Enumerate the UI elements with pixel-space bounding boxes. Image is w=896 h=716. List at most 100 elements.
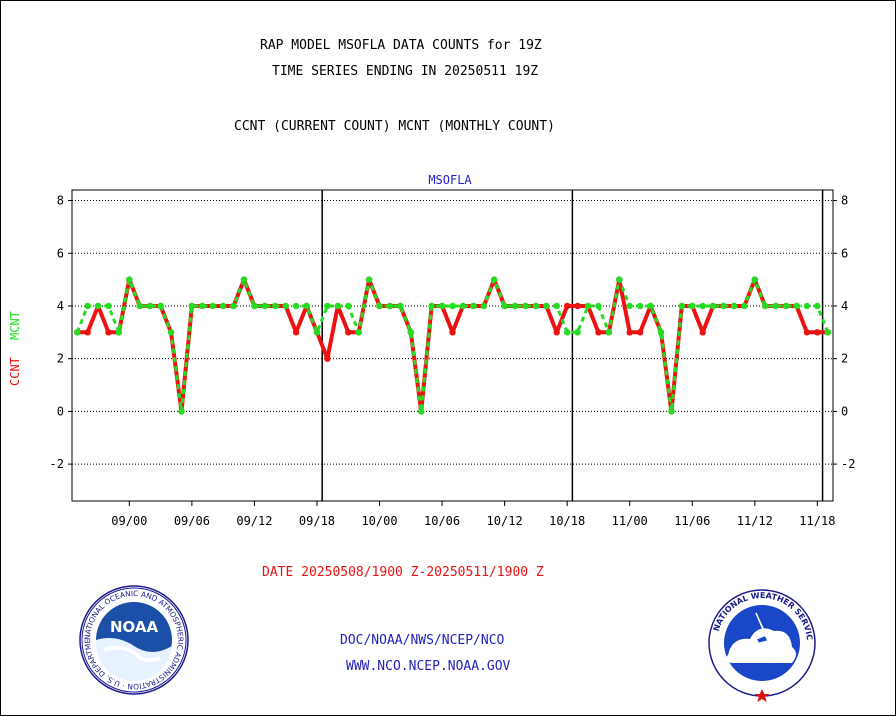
data-point-ccnt — [814, 329, 821, 336]
data-point-mcnt — [814, 302, 821, 310]
y-tick-label: 4 — [57, 299, 64, 313]
data-point-mcnt — [709, 302, 717, 310]
data-point-mcnt — [532, 302, 540, 310]
footer-org-line2: WWW.NCO.NCEP.NOAA.GOV — [346, 659, 511, 674]
y-tick-label: 4 — [841, 299, 848, 313]
x-axis: 09/00 09/06 09/12 09/18 10/00 10/06 10/12 10/18… — [111, 501, 835, 528]
data-point-mcnt — [376, 302, 383, 310]
data-point-mcnt — [209, 302, 216, 310]
data-point-mcnt — [772, 302, 779, 310]
data-point-ccnt — [626, 329, 633, 336]
data-point-mcnt — [397, 302, 404, 310]
y-label-mcnt: MCNT — [8, 311, 22, 340]
x-tick-label: 09/12 — [236, 514, 272, 528]
data-point-ccnt — [699, 329, 706, 336]
data-point-ccnt — [449, 329, 456, 336]
data-point-mcnt — [188, 302, 196, 310]
data-point-ccnt — [105, 329, 112, 336]
data-point-mcnt — [105, 302, 112, 310]
day-boundaries — [321, 190, 824, 501]
data-point-mcnt — [157, 302, 164, 310]
nws-star-icon — [754, 689, 770, 702]
data-point-mcnt — [219, 302, 227, 310]
data-point-mcnt — [657, 329, 665, 336]
y-tick-label: 8 — [841, 194, 848, 208]
nws-logo: NATIONAL WEATHER SERVICE — [708, 589, 816, 702]
chart-subtitle: CCNT (CURRENT COUNT) MCNT (MONTHLY COUNT… — [234, 119, 555, 134]
data-point-ccnt — [292, 329, 300, 336]
data-point-mcnt — [449, 302, 456, 310]
data-point-mcnt — [689, 302, 696, 310]
data-point-mcnt — [490, 276, 498, 283]
data-point-mcnt — [762, 302, 769, 310]
data-point-mcnt — [136, 302, 143, 310]
data-point-mcnt — [261, 302, 269, 310]
x-tick-label: 11/00 — [612, 514, 648, 528]
data-point-mcnt — [501, 302, 508, 310]
data-point-mcnt — [730, 302, 738, 310]
data-point-mcnt — [303, 302, 310, 310]
data-point-mcnt — [386, 302, 394, 310]
data-point-mcnt — [480, 302, 487, 310]
data-point-mcnt — [720, 302, 727, 310]
data-point-ccnt — [574, 302, 581, 310]
x-tick-label: 11/12 — [737, 514, 773, 528]
data-point-mcnt — [428, 302, 435, 310]
data-point-mcnt — [199, 302, 206, 310]
data-point-mcnt — [84, 302, 91, 310]
data-point-mcnt — [126, 276, 133, 283]
data-point-mcnt — [678, 302, 686, 310]
y-tick-label: -2 — [841, 457, 855, 471]
data-point-mcnt — [178, 408, 185, 415]
x-tick-label: 11/06 — [674, 514, 710, 528]
data-point-mcnt — [292, 302, 300, 310]
data-point-mcnt — [94, 302, 102, 310]
footer-date-range: DATE 20250508/1900 Z-20250511/1900 Z — [262, 565, 544, 580]
data-point-ccnt — [324, 355, 331, 362]
x-tick-label: 10/06 — [424, 514, 460, 528]
data-point-mcnt — [647, 302, 654, 310]
data-point-mcnt — [616, 276, 623, 283]
data-point-mcnt — [584, 302, 592, 310]
data-point-mcnt — [563, 329, 571, 336]
data-point-mcnt — [115, 329, 123, 336]
data-point-ccnt — [345, 329, 352, 336]
data-point-mcnt — [230, 302, 237, 310]
data-point-ccnt — [553, 329, 560, 336]
y-axis-right: -2 0 2 4 6 8 — [833, 194, 855, 471]
data-point-mcnt — [793, 302, 800, 310]
data-point-mcnt — [282, 302, 289, 310]
data-point-mcnt — [543, 302, 550, 310]
data-point-mcnt — [355, 329, 362, 336]
data-point-mcnt — [365, 276, 373, 283]
data-point-mcnt — [699, 302, 706, 310]
data-point-mcnt — [824, 329, 831, 336]
data-point-mcnt — [595, 302, 602, 310]
y-tick-label: 6 — [57, 246, 64, 260]
data-point-mcnt — [313, 329, 321, 336]
data-point-mcnt — [553, 302, 560, 310]
x-tick-label: 10/00 — [361, 514, 397, 528]
data-point-mcnt — [167, 329, 175, 336]
station-label: MSOFLA — [428, 173, 472, 187]
data-point-mcnt — [741, 302, 748, 310]
data-point-ccnt — [595, 329, 602, 336]
data-point-mcnt — [146, 302, 154, 310]
data-point-mcnt — [272, 302, 279, 310]
footer-org-line1: DOC/NOAA/NWS/NCEP/NCO — [340, 633, 505, 648]
data-point-mcnt — [407, 329, 415, 336]
data-point-mcnt — [345, 302, 352, 310]
chart-title-line2: TIME SERIES ENDING IN 20250511 19Z — [272, 64, 539, 79]
data-point-mcnt — [803, 302, 811, 310]
data-point-mcnt — [668, 408, 675, 415]
data-point-mcnt — [751, 276, 759, 283]
data-point-mcnt — [511, 302, 519, 310]
x-tick-label: 10/12 — [487, 514, 523, 528]
data-point-mcnt — [240, 276, 248, 283]
y-tick-label: 6 — [841, 246, 848, 260]
data-point-ccnt — [84, 329, 91, 336]
y-tick-label: 8 — [57, 194, 64, 208]
data-point-mcnt — [418, 408, 425, 415]
data-point-mcnt — [324, 302, 331, 310]
data-point-mcnt — [459, 302, 467, 310]
